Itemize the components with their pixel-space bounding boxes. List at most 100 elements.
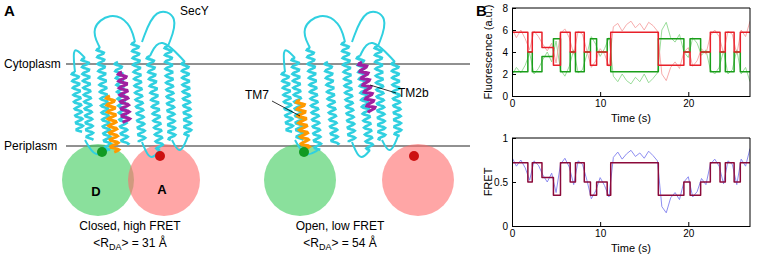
x-tick-label: 20 bbox=[683, 228, 695, 239]
dye-label: D bbox=[91, 184, 100, 199]
helix-tm2b bbox=[359, 62, 375, 113]
x-tick: 10 bbox=[595, 92, 607, 109]
helix-tm7 bbox=[106, 96, 119, 152]
distance-part: <R bbox=[93, 236, 109, 250]
y-tick: 1 bbox=[502, 133, 516, 144]
y-tick: 4 bbox=[502, 47, 516, 58]
helix bbox=[165, 46, 176, 140]
y-tick-mark bbox=[512, 182, 516, 183]
x-tick-label: 0 bbox=[510, 98, 516, 109]
y-tick-label: 4 bbox=[502, 47, 508, 58]
membrane-label: Periplasm bbox=[4, 139, 57, 153]
x-tick: 10 bbox=[595, 222, 607, 239]
helix bbox=[375, 46, 386, 140]
loop bbox=[305, 16, 345, 48]
loop bbox=[95, 16, 135, 48]
x-tick-label: 10 bbox=[595, 98, 607, 109]
x-axis-title: Time (s) bbox=[611, 242, 651, 254]
helix bbox=[132, 42, 145, 142]
plot-frame bbox=[512, 8, 750, 96]
loop bbox=[172, 136, 188, 150]
y-tick: 2 bbox=[502, 69, 516, 80]
protein-label: SecY bbox=[180, 4, 209, 18]
distance-subscript: DA bbox=[319, 242, 332, 252]
panel-a: ACytoplasmPeriplasmDASecYClosed, high FR… bbox=[4, 2, 470, 252]
leader-line bbox=[370, 85, 396, 93]
y-tick-label: 0.5 bbox=[494, 177, 508, 188]
plot-area bbox=[512, 21, 750, 84]
x-tick: 0 bbox=[510, 222, 516, 239]
line-chart: 0 0.5 1 0 10 20 Time (s) FRET bbox=[482, 133, 751, 254]
loop bbox=[352, 12, 384, 46]
x-tick: 20 bbox=[683, 92, 695, 109]
y-tick-mark bbox=[512, 8, 516, 9]
distance-subscript: DA bbox=[109, 242, 122, 252]
donor-volume bbox=[62, 144, 134, 216]
y-tick-label: 2 bbox=[502, 69, 508, 80]
x-axis: 0 10 20 bbox=[510, 92, 751, 109]
fit-line bbox=[512, 32, 750, 65]
trace-line bbox=[512, 21, 750, 80]
distance-part: > = 31 Å bbox=[121, 235, 166, 250]
x-axis-line bbox=[513, 226, 751, 227]
y-tick: 8 bbox=[502, 3, 516, 14]
trace-line bbox=[512, 149, 750, 213]
acceptor-dye bbox=[409, 151, 419, 161]
x-axis-line bbox=[513, 96, 751, 97]
trace-line bbox=[512, 22, 750, 84]
y-axis-title: FRET bbox=[482, 167, 494, 196]
acceptor-dye bbox=[155, 151, 165, 161]
x-tick: 0 bbox=[510, 92, 516, 109]
panel-b: B0246801020Time (s)Fluorescence (a.u.)00… bbox=[476, 2, 751, 254]
donor-dye bbox=[97, 147, 107, 157]
membrane-line bbox=[66, 64, 470, 65]
x-axis: 0 10 20 bbox=[510, 222, 751, 239]
dye-label: A bbox=[157, 182, 167, 197]
y-tick-mark bbox=[512, 30, 516, 31]
panel-label: A bbox=[4, 2, 15, 19]
helix bbox=[82, 58, 94, 140]
x-tick-label: 20 bbox=[683, 98, 695, 109]
acceptor-volume bbox=[382, 144, 454, 216]
distance-label: <RDA> = 31 Å bbox=[93, 235, 167, 252]
fit-line bbox=[512, 39, 750, 72]
loop bbox=[142, 12, 174, 46]
secy-structure: TM7TM2bOpen, low FRET<RDA> = 54 Å bbox=[245, 12, 454, 252]
loop bbox=[74, 50, 85, 72]
helix bbox=[307, 48, 321, 150]
leader-line bbox=[272, 101, 300, 116]
distance-part: <R bbox=[303, 236, 319, 250]
loop bbox=[352, 142, 370, 157]
y-tick-label: 0 bbox=[502, 91, 508, 102]
helix bbox=[325, 62, 339, 145]
plot-area bbox=[512, 149, 750, 213]
fit-line bbox=[512, 163, 750, 196]
donor-volume bbox=[264, 144, 336, 216]
x-tick-mark bbox=[512, 92, 513, 96]
figure: ACytoplasmPeriplasmDASecYClosed, high FR… bbox=[0, 0, 757, 255]
line-chart: 0246801020Time (s)Fluorescence (a.u.) bbox=[482, 3, 751, 124]
x-tick: 20 bbox=[683, 222, 695, 239]
helix bbox=[282, 72, 293, 132]
y-tick: 0.5 bbox=[494, 177, 516, 188]
secy-structure: DASecYClosed, high FRET<RDA> = 31 Å bbox=[62, 4, 209, 252]
x-tick-mark bbox=[600, 222, 601, 226]
y-axis-title: Fluorescence (a.u.) bbox=[482, 5, 494, 100]
y-tick: 6 bbox=[502, 25, 516, 36]
x-tick-label: 10 bbox=[595, 228, 607, 239]
state-caption: Open, low FRET bbox=[296, 219, 385, 233]
distance-label: <RDA> = 54 Å bbox=[303, 235, 377, 252]
membrane-label: Cytoplasm bbox=[4, 57, 61, 71]
helix bbox=[72, 72, 83, 132]
y-axis: 0 2 4 6 8 bbox=[502, 3, 516, 102]
helix bbox=[182, 62, 192, 136]
helix-tm7 bbox=[296, 100, 309, 152]
loop bbox=[382, 136, 398, 150]
y-tick-mark bbox=[512, 52, 516, 53]
y-tick-label: 8 bbox=[502, 3, 508, 14]
y-tick-mark bbox=[512, 138, 516, 139]
plot-frame bbox=[512, 138, 750, 226]
x-tick-mark bbox=[688, 222, 689, 226]
loop bbox=[284, 50, 295, 72]
helix-label: TM2b bbox=[398, 86, 429, 100]
